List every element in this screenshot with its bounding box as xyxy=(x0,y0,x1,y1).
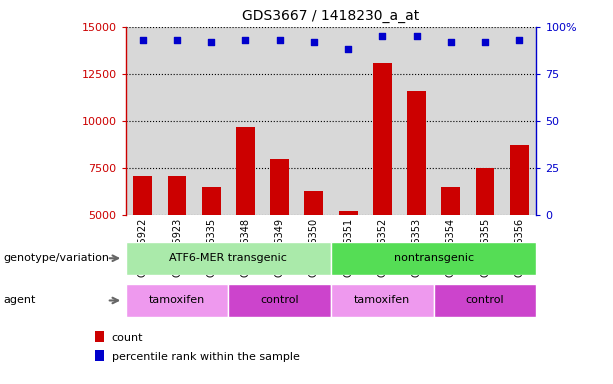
Point xyxy=(138,37,148,43)
Bar xyxy=(95,350,104,361)
Title: GDS3667 / 1418230_a_at: GDS3667 / 1418230_a_at xyxy=(242,9,420,23)
Bar xyxy=(407,91,426,309)
Point xyxy=(378,33,387,40)
Point xyxy=(275,37,284,43)
Text: tamoxifen: tamoxifen xyxy=(149,295,205,306)
Bar xyxy=(373,63,392,309)
Point xyxy=(480,39,490,45)
Point xyxy=(412,33,422,40)
Bar xyxy=(441,187,460,309)
Bar xyxy=(331,242,536,275)
Text: tamoxifen: tamoxifen xyxy=(354,295,411,306)
Point xyxy=(514,37,524,43)
Text: ATF6-MER transgenic: ATF6-MER transgenic xyxy=(169,253,287,263)
Bar xyxy=(126,242,331,275)
Text: genotype/variation: genotype/variation xyxy=(3,253,109,263)
Point xyxy=(343,46,353,53)
Point xyxy=(309,39,319,45)
Point xyxy=(240,37,250,43)
Bar xyxy=(167,175,186,309)
Bar xyxy=(126,284,228,317)
Text: control: control xyxy=(261,295,299,306)
Bar xyxy=(228,284,331,317)
Point xyxy=(172,37,182,43)
Bar xyxy=(202,187,221,309)
Bar xyxy=(434,284,536,317)
Text: nontransgenic: nontransgenic xyxy=(394,253,474,263)
Bar xyxy=(95,331,104,342)
Bar xyxy=(305,190,323,309)
Text: agent: agent xyxy=(3,295,36,306)
Bar xyxy=(339,211,357,309)
Bar xyxy=(270,159,289,309)
Text: count: count xyxy=(112,333,143,343)
Text: percentile rank within the sample: percentile rank within the sample xyxy=(112,352,299,362)
Point xyxy=(207,39,216,45)
Point xyxy=(446,39,455,45)
Bar xyxy=(510,146,528,309)
Text: control: control xyxy=(466,295,504,306)
Bar xyxy=(134,175,152,309)
Bar xyxy=(476,168,495,309)
Bar xyxy=(236,127,255,309)
Bar xyxy=(331,284,434,317)
